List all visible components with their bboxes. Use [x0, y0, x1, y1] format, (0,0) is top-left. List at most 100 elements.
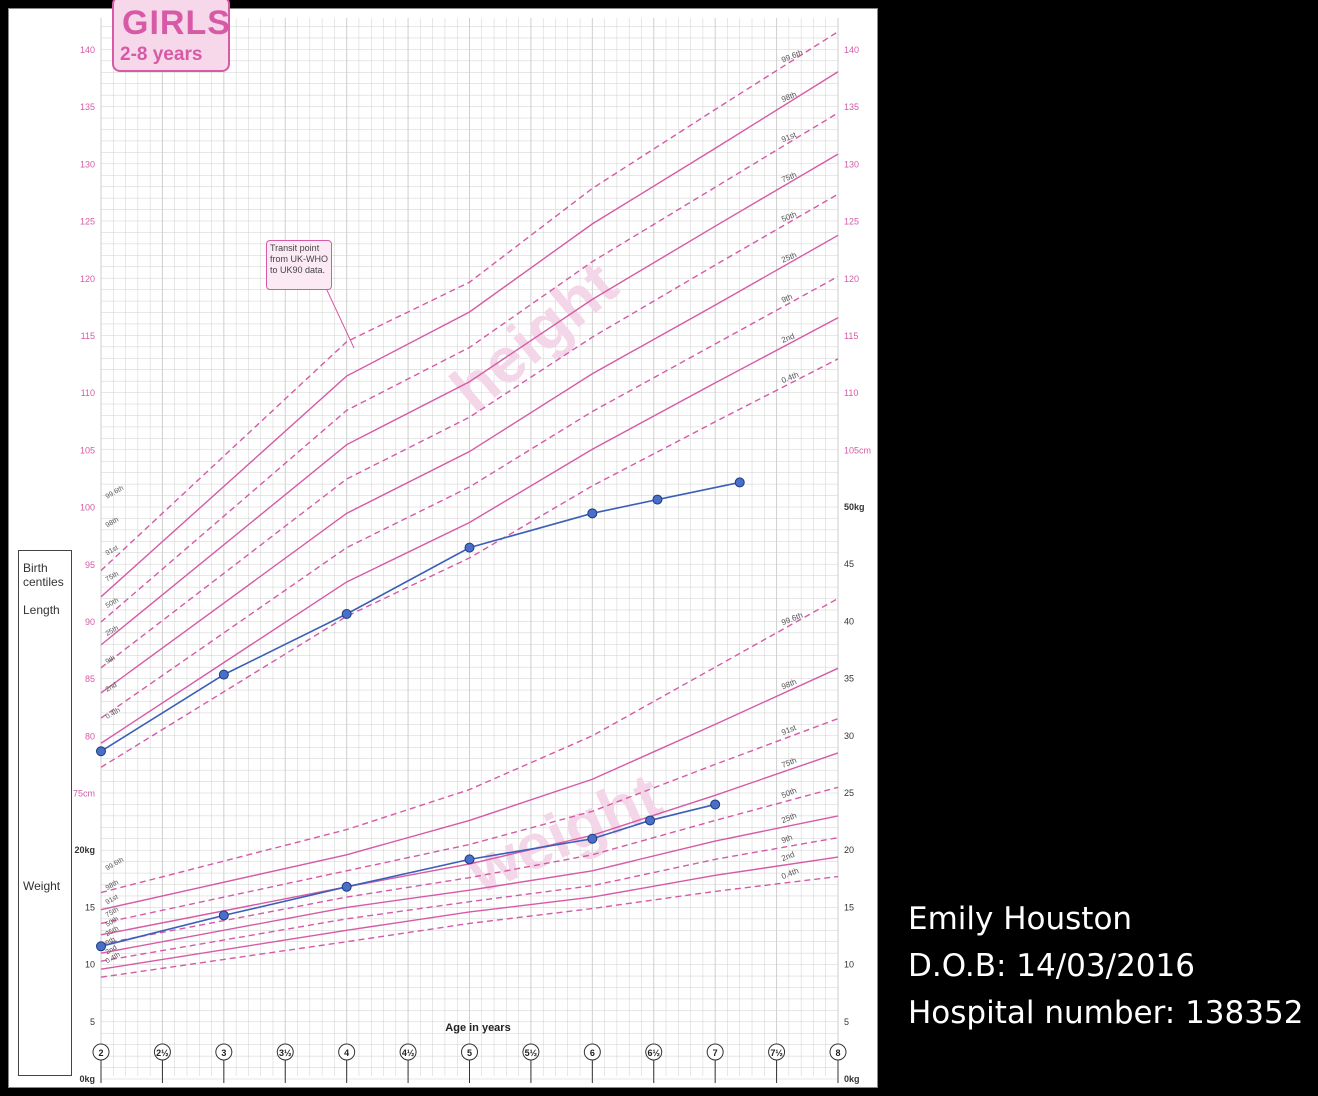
birth-length-label: Length [23, 603, 60, 617]
x-tick-label: 4½ [402, 1048, 415, 1058]
weight-centile-label-start: 2nd [105, 944, 119, 956]
weight-centile-label-start: 99.6th [105, 857, 125, 873]
y-tick-label-height-right: 130 [844, 159, 859, 169]
y-tick-label-height-left: 120 [80, 274, 95, 284]
y-tick-label-height-left: 100 [80, 503, 95, 513]
growth-chart: height weight 140 135 130 125 120 115 110 105 100 9… [8, 0, 878, 1088]
birth-centiles-panel: Birth centiles Length Weight [18, 550, 72, 1076]
x-tick-label: 3½ [279, 1048, 292, 1058]
weight-centile-line [100, 597, 839, 894]
x-tick-label: 3 [221, 1048, 226, 1058]
x-axis-label: Age in years [445, 1022, 510, 1034]
y-tick-label-height-left: 85 [85, 674, 95, 684]
height-centile-line [100, 153, 839, 646]
y-tick-label-weight-right: 40 [844, 616, 854, 626]
height-measurement-point [734, 477, 745, 488]
height-centile-label-start: 9th [105, 655, 117, 666]
height-centile-line [100, 317, 839, 744]
y-tick-label-height-left: 90 [85, 617, 95, 627]
y-tick-label-height-left: 135 [80, 102, 95, 112]
y-tick-label-weight-right: 5 [844, 1017, 849, 1027]
y-tick-label-height-left: 110 [81, 388, 95, 398]
height-centile-label-start: 2nd [105, 682, 119, 694]
height-measurement-point [96, 746, 106, 757]
growth-chart-svg: heightweight1401351301251201151101051009… [8, 8, 878, 1088]
weight-centile-label-start: 91st [105, 894, 120, 907]
patient-hospital-number: Hospital number: 138352 [908, 995, 1304, 1031]
y-tick-label-height-left: 105 [80, 445, 95, 455]
x-tick-label: 7 [713, 1048, 718, 1058]
y-tick-label-height-right: 120 [844, 274, 859, 284]
weight-centile-line [100, 815, 839, 954]
height-centile-line [100, 234, 839, 694]
height-centile-label: 0.4th [780, 370, 800, 385]
transit-pointer [325, 287, 355, 349]
birth-centiles-title: Birth centiles [23, 561, 64, 589]
weight-centile-line [100, 875, 839, 978]
y-tick-label-weight-left: 0kg [79, 1074, 95, 1084]
weight-centile-label: 0.4th [780, 866, 800, 881]
y-tick-label-height-left: 130 [80, 159, 95, 169]
x-tick-label: 2½ [156, 1048, 169, 1058]
y-tick-label-height-left: 80 [85, 731, 95, 741]
chart-border [8, 8, 878, 1088]
y-tick-label-height-right: 125 [844, 217, 859, 227]
height-measurement-point [464, 542, 475, 553]
height-centile-line [100, 358, 839, 768]
height-centile-label: 2nd [780, 332, 796, 345]
weight-measurement-point [218, 910, 229, 921]
y-tick-label-weight-left: 15 [85, 902, 95, 912]
y-tick-label-weight-right: 50kg [844, 502, 865, 512]
y-tick-label-height-right: 115 [844, 331, 858, 341]
chart-title: GIRLS [122, 4, 231, 42]
birth-weight-label: Weight [23, 879, 61, 893]
y-tick-label-weight-right: 30 [844, 731, 854, 741]
y-tick-label-weight-right: 0kg [844, 1074, 860, 1084]
patient-dob: D.O.B: 14/03/2016 [908, 948, 1195, 984]
y-tick-label-height-left: 115 [81, 331, 95, 341]
chart-subtitle: 2-8 years [120, 44, 203, 65]
x-tick-label: 6 [590, 1048, 595, 1058]
x-tick-label: 8 [835, 1048, 840, 1058]
weight-centile-line [100, 836, 839, 962]
weight-centile-line [100, 717, 839, 925]
weight-centile-line [100, 856, 839, 970]
y-tick-label-height-left: 125 [80, 217, 95, 227]
y-tick-label-weight-right: 45 [844, 559, 854, 569]
y-tick-label-weight-right: 35 [844, 674, 854, 684]
chart-title-badge: GIRLS 2-8 years [112, 0, 230, 72]
weight-measurement-point [96, 941, 106, 952]
height-centile-line [100, 193, 839, 669]
transit-annotation: Transit point from UK-WHO to UK90 data. [266, 240, 332, 290]
weight-measurement-point [341, 881, 352, 892]
y-tick-label-weight-left: 10 [85, 960, 95, 970]
x-tick-label: 6½ [647, 1048, 660, 1058]
weight-centile-label: 9th [780, 833, 794, 846]
y-tick-label-weight-right: 15 [844, 902, 854, 912]
height-centile-label: 99.6th [780, 48, 804, 65]
y-tick-label-weight-right: 10 [844, 960, 854, 970]
x-tick-label: 7½ [770, 1048, 783, 1058]
height-centile-label-start: 99.6th [105, 485, 125, 501]
height-measurement-point [652, 494, 663, 505]
x-tick-label: 2 [98, 1048, 103, 1058]
y-tick-label-height-right: 140 [844, 45, 859, 55]
height-measurement-point [341, 608, 352, 619]
y-tick-label-weight-right: 20 [844, 845, 854, 855]
height-centile-line [100, 275, 839, 719]
height-centile-line [100, 112, 839, 623]
y-tick-label-height-right: 105cm [844, 445, 871, 455]
x-tick-label: 5 [467, 1048, 472, 1058]
weight-measurement-point [710, 799, 721, 810]
y-tick-label-weight-right: 25 [844, 788, 854, 798]
y-tick-label-weight-left: 5 [90, 1017, 95, 1027]
x-tick-label: 5½ [525, 1048, 538, 1058]
weight-measurement-point [645, 815, 656, 826]
y-tick-label-height-left: 95 [85, 560, 95, 570]
height-centile-label: 9th [780, 292, 794, 305]
weight-centile-line [100, 667, 839, 911]
patient-name: Emily Houston [908, 901, 1133, 937]
weight-centile-label: 2nd [780, 850, 796, 863]
y-tick-label-height-left: 75cm [73, 789, 95, 799]
y-tick-label-height-right: 135 [844, 102, 859, 112]
